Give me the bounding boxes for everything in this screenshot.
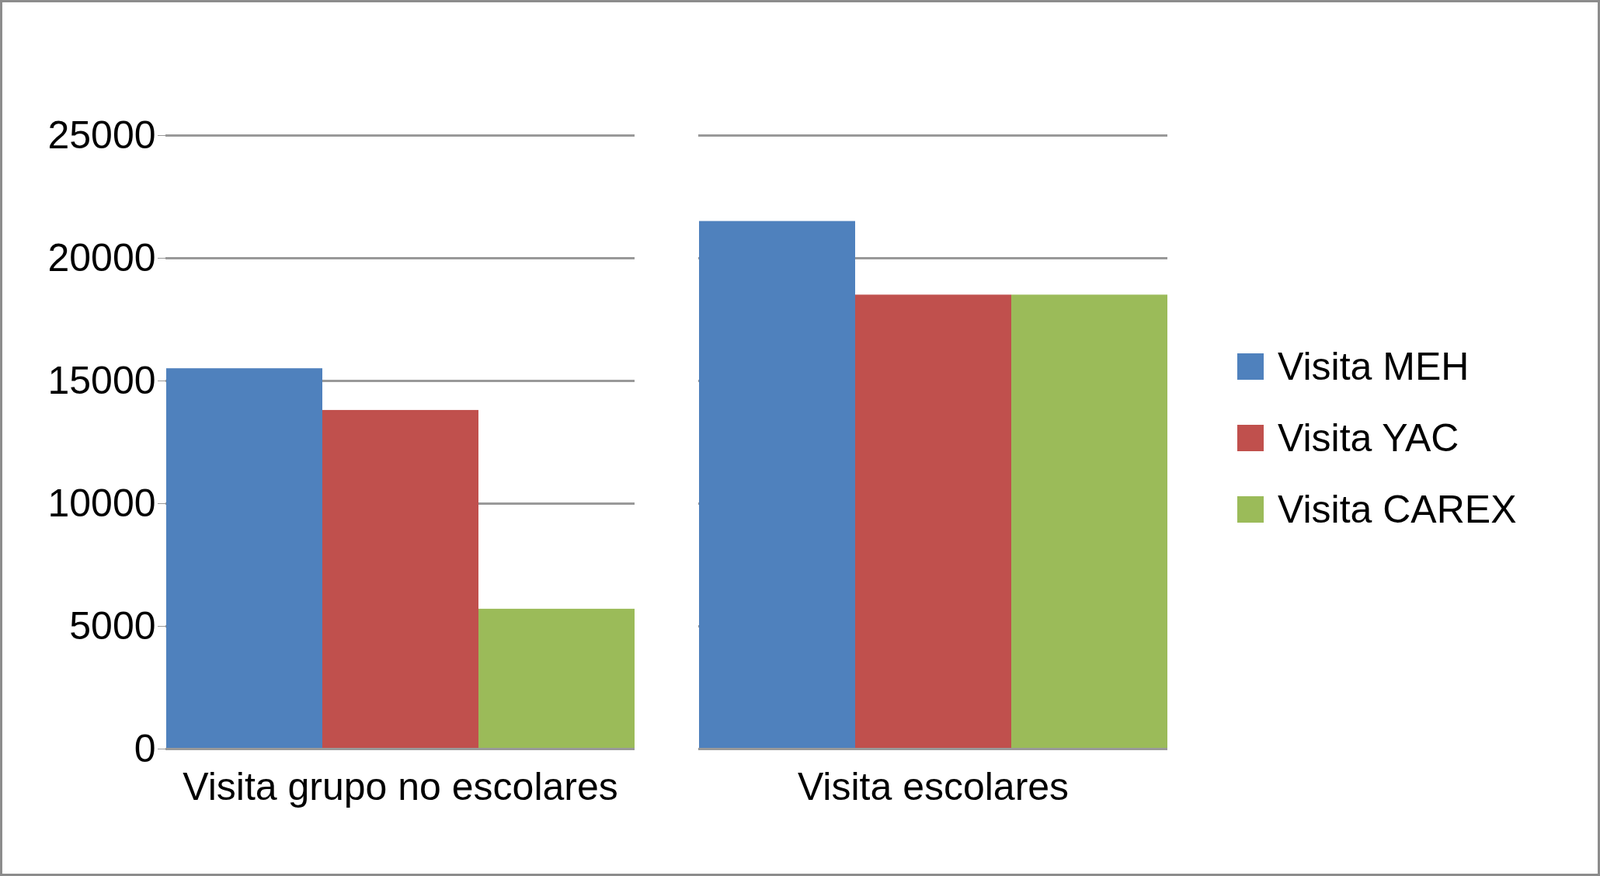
html-text:Visita YAC: Visita YAC xyxy=(1277,416,1460,460)
svg-text:0: 0 xyxy=(134,726,157,771)
svg-text:Visita escolares: Visita escolares xyxy=(797,765,1069,809)
svg-text:10000: 10000 xyxy=(47,481,156,526)
svg-text:25000: 25000 xyxy=(47,113,156,157)
svg-text:Visita grupo no escolares: Visita grupo no escolares xyxy=(182,765,619,809)
svg-text:15000: 15000 xyxy=(47,358,156,403)
svg-text:20000: 20000 xyxy=(47,236,156,280)
html-text:Visita MEH: Visita MEH xyxy=(1277,344,1470,389)
html-text:Visita CAREX: Visita CAREX xyxy=(1277,487,1517,532)
svg-text:5000: 5000 xyxy=(69,604,156,648)
